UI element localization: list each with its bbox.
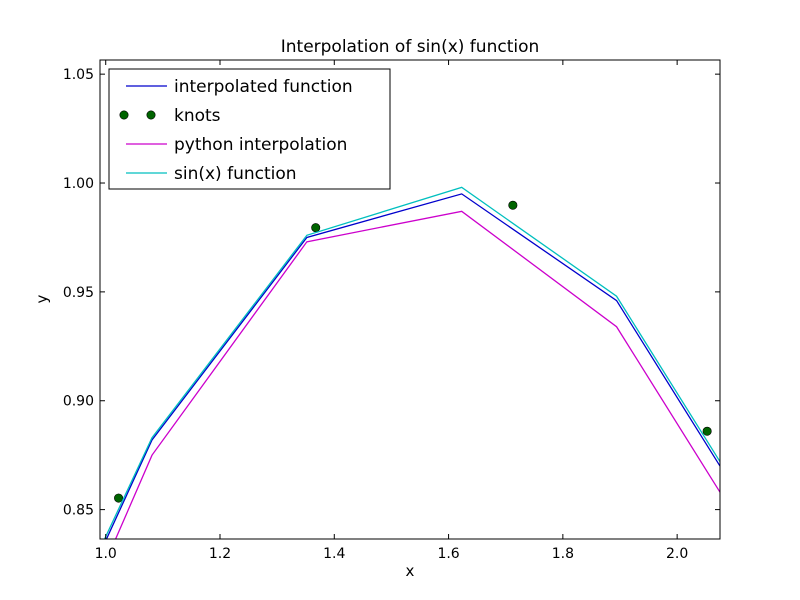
series-line-sin-x-function [103,186,720,539]
y-tick-label: 1.05 [63,67,94,83]
x-tick-label: 1.2 [209,546,231,562]
x-tick-label: 1.8 [552,546,574,562]
knot-point [311,223,321,233]
x-axis-label: x [406,562,415,580]
y-axis-label: y [33,294,51,303]
ticks-layer: 1.0 1.2 1.4 1.6 1.8 2.0 0.85 0.90 0.95 1.00 1.05 [63,60,720,562]
x-tick-label: 1.6 [437,546,459,562]
series-line-interpolated-function [105,193,720,539]
legend-swatch-knots [146,110,156,120]
chart-title: Interpolation of sin(x) function [281,37,540,57]
series-layer [103,186,720,539]
y-tick-label: 0.95 [63,285,94,301]
y-tick-label: 0.85 [63,503,94,519]
x-tick-label: 1.0 [95,546,117,562]
series-line-python-interpolation [114,210,720,539]
legend-label-python-interpolation: python interpolation [174,135,347,155]
legend-label-sin-x-function: sin(x) function [174,164,297,184]
legend-box [108,68,391,190]
knot-point [114,493,124,503]
legend-label-interpolated-function: interpolated function [174,77,353,97]
knot-point [508,200,518,210]
legend-swatch-knots [119,110,129,120]
x-tick-label: 1.4 [323,546,345,562]
plot-frame [99,59,721,540]
y-tick-label: 1.00 [63,176,94,192]
legend-label-knots: knots [174,106,221,126]
x-tick-label: 2.0 [666,546,688,562]
y-tick-label: 0.90 [63,394,94,410]
knot-point [702,426,712,436]
legend: interpolated function knots python interpo… [108,68,391,190]
